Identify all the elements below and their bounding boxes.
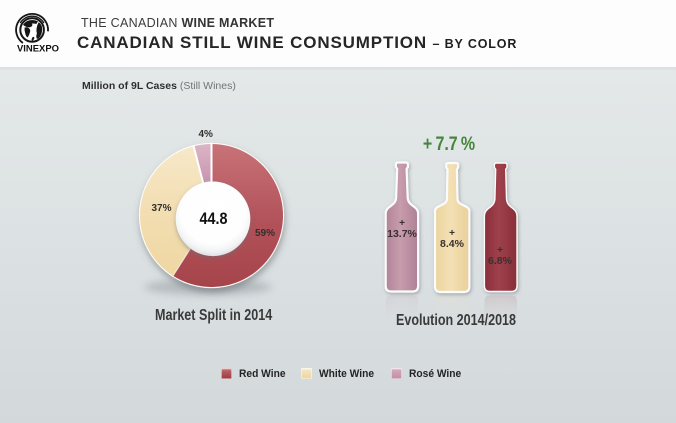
svg-text:VINEXPO: VINEXPO — [17, 44, 59, 54]
